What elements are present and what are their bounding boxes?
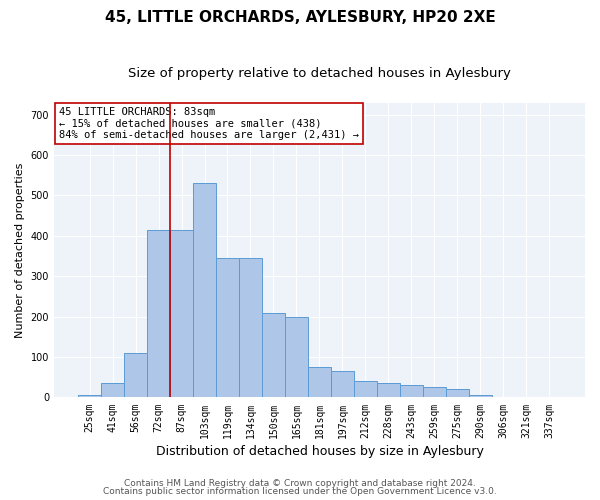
Bar [101,384,124,398]
Bar [446,390,469,398]
Bar [354,382,377,398]
Bar [377,384,400,398]
Bar [308,367,331,398]
Bar [78,396,101,398]
Bar [170,230,193,398]
Text: Contains public sector information licensed under the Open Government Licence v3: Contains public sector information licen… [103,487,497,496]
Title: Size of property relative to detached houses in Aylesbury: Size of property relative to detached ho… [128,68,511,80]
Y-axis label: Number of detached properties: Number of detached properties [15,162,25,338]
Bar [285,316,308,398]
Text: Contains HM Land Registry data © Crown copyright and database right 2024.: Contains HM Land Registry data © Crown c… [124,478,476,488]
Bar [492,396,515,398]
Text: 45, LITTLE ORCHARDS, AYLESBURY, HP20 2XE: 45, LITTLE ORCHARDS, AYLESBURY, HP20 2XE [104,10,496,25]
Bar [469,396,492,398]
Text: 45 LITTLE ORCHARDS: 83sqm
← 15% of detached houses are smaller (438)
84% of semi: 45 LITTLE ORCHARDS: 83sqm ← 15% of detac… [59,107,359,140]
X-axis label: Distribution of detached houses by size in Aylesbury: Distribution of detached houses by size … [155,444,484,458]
Bar [193,184,216,398]
Bar [216,258,239,398]
Bar [538,396,561,398]
Bar [262,312,285,398]
Bar [423,388,446,398]
Bar [515,396,538,398]
Bar [239,258,262,398]
Bar [400,386,423,398]
Bar [331,371,354,398]
Bar [124,353,147,398]
Bar [147,230,170,398]
